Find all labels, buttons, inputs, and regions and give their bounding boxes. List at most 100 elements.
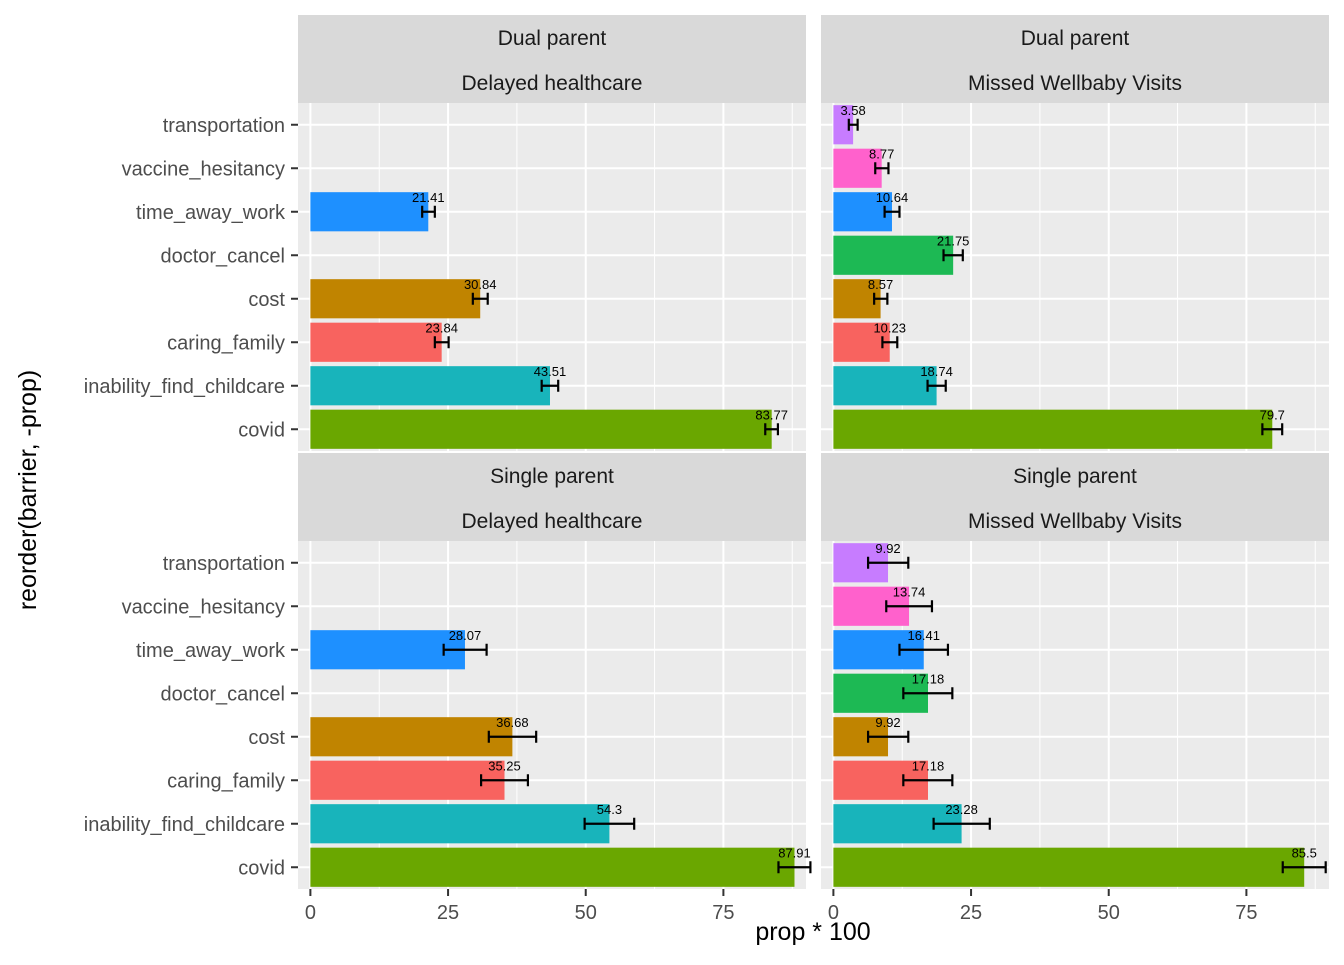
error-bar-inability_find_childcare [926, 379, 947, 392]
data-label-vaccine_hesitancy: 8.77 [869, 147, 894, 162]
facet-panel: Single parent Missed Wellbaby Visits 9.92 1… [821, 453, 1329, 924]
bar-doctor_cancel [833, 235, 954, 275]
x-tick-label: 75 [1235, 902, 1257, 924]
data-label-cost: 8.57 [868, 277, 893, 292]
error-bar-covid [1261, 423, 1284, 436]
facet-panels: Dual parent Delayed healthcare 21.41 30.84 2… [84, 15, 1329, 924]
data-label-cost: 30.84 [464, 277, 497, 292]
y-axis-title: reorder(barrier, -prop) [14, 370, 42, 610]
data-label-caring_family: 10.23 [873, 321, 906, 336]
facet-strip-row [821, 15, 1329, 59]
error-bar-covid [764, 423, 780, 436]
facet-panel: Dual parent Delayed healthcare 21.41 30.84 2… [84, 15, 806, 451]
facet-strip-row-label: Single parent [1013, 465, 1137, 488]
data-label-transportation: 3.58 [840, 103, 865, 118]
error-bar-cost [873, 292, 889, 305]
facet-strip-col-label: Delayed healthcare [462, 72, 643, 95]
facet-strip-col-label: Missed Wellbaby Visits [968, 510, 1182, 533]
facet-strip-row [298, 15, 806, 59]
y-tick-label: transportation [163, 115, 285, 137]
error-bar-caring_family [902, 774, 954, 787]
data-label-doctor_cancel: 17.18 [912, 672, 945, 687]
y-tick-label: inability_find_childcare [84, 814, 285, 836]
facet-strip-row-label: Dual parent [498, 27, 607, 50]
data-label-covid: 79.7 [1260, 408, 1285, 423]
error-bar-time_away_work [883, 205, 901, 218]
bar-covid [833, 847, 1305, 887]
error-bar-cost [866, 730, 910, 743]
y-tick-label: vaccine_hesitancy [122, 158, 285, 180]
bar-inability_find_childcare [833, 366, 937, 406]
data-label-inability_find_childcare: 23.28 [945, 802, 978, 817]
x-tick-label: 50 [1098, 902, 1120, 924]
error-bar-time_away_work [442, 643, 488, 656]
y-tick-label: inability_find_childcare [84, 376, 285, 398]
y-tick-label: time_away_work [136, 640, 286, 662]
y-tick-label: doctor_cancel [160, 245, 285, 267]
data-label-covid: 83.77 [755, 408, 788, 423]
error-bar-vaccine_hesitancy [874, 162, 890, 175]
x-tick-label: 75 [712, 902, 734, 924]
error-bar-doctor_cancel [902, 687, 954, 700]
error-bar-time_away_work [421, 205, 436, 218]
bar-covid [310, 847, 795, 887]
data-label-cost: 9.92 [875, 715, 900, 730]
x-tick-label: 25 [437, 902, 459, 924]
bar-cost [833, 279, 881, 319]
facet-strip-col [298, 59, 806, 103]
y-tick-label: doctor_cancel [160, 683, 285, 705]
data-label-transportation: 9.92 [875, 541, 900, 556]
data-label-vaccine_hesitancy: 13.74 [893, 585, 926, 600]
facet-strip-row-label: Single parent [490, 465, 614, 488]
x-tick-label: 50 [575, 902, 597, 924]
data-label-caring_family: 23.84 [425, 321, 458, 336]
data-label-time_away_work: 21.41 [412, 190, 445, 205]
data-label-covid: 87.91 [778, 846, 811, 861]
facet-panel: Dual parent Missed Wellbaby Visits 3.58 8.7… [821, 15, 1329, 451]
error-bar-cost [487, 730, 538, 743]
data-label-doctor_cancel: 21.75 [937, 234, 970, 249]
data-label-time_away_work: 10.64 [876, 190, 909, 205]
error-bar-transportation [847, 118, 859, 131]
error-bar-inability_find_childcare [932, 817, 991, 830]
data-label-time_away_work: 16.41 [907, 628, 940, 643]
error-bar-inability_find_childcare [583, 817, 636, 830]
y-tick-label: vaccine_hesitancy [122, 596, 285, 618]
bar-vaccine_hesitancy [833, 148, 882, 188]
y-tick-label: time_away_work [136, 202, 286, 224]
data-label-inability_find_childcare: 18.74 [920, 364, 953, 379]
bar-caring_family [310, 322, 442, 362]
bar-time_away_work [310, 630, 465, 670]
data-label-caring_family: 35.25 [488, 759, 521, 774]
bar-covid [310, 409, 772, 449]
error-bar-covid [1281, 861, 1327, 874]
x-tick-label: 0 [828, 902, 839, 924]
bar-time_away_work [310, 192, 429, 232]
error-bar-transportation [866, 556, 910, 569]
error-bar-vaccine_hesitancy [885, 600, 934, 613]
data-label-inability_find_childcare: 43.51 [534, 364, 567, 379]
error-bar-caring_family [433, 336, 450, 349]
data-label-inability_find_childcare: 54.3 [597, 802, 622, 817]
facet-strip-col-label: Missed Wellbaby Visits [968, 72, 1182, 95]
x-tick-label: 25 [960, 902, 982, 924]
data-label-cost: 36.68 [496, 715, 529, 730]
facet-panel: Single parent Delayed healthcare 28.07 36.6… [84, 453, 812, 924]
facet-strip-col [821, 497, 1329, 541]
bar-inability_find_childcare [310, 804, 610, 844]
facet-strip-row [298, 453, 806, 497]
bar-inability_find_childcare [310, 366, 550, 406]
bar-caring_family [833, 322, 890, 362]
data-label-time_away_work: 28.07 [449, 628, 482, 643]
error-bar-cost [471, 292, 489, 305]
x-tick-label: 0 [305, 902, 316, 924]
bar-cost [310, 717, 513, 757]
error-bar-caring_family [881, 336, 899, 349]
facet-strip-col-label: Delayed healthcare [462, 510, 643, 533]
y-tick-label: caring_family [167, 332, 285, 354]
bar-covid [833, 409, 1273, 449]
x-axis-title: prop * 100 [755, 918, 870, 946]
error-bar-time_away_work [898, 643, 950, 656]
error-bar-doctor_cancel [942, 249, 964, 262]
